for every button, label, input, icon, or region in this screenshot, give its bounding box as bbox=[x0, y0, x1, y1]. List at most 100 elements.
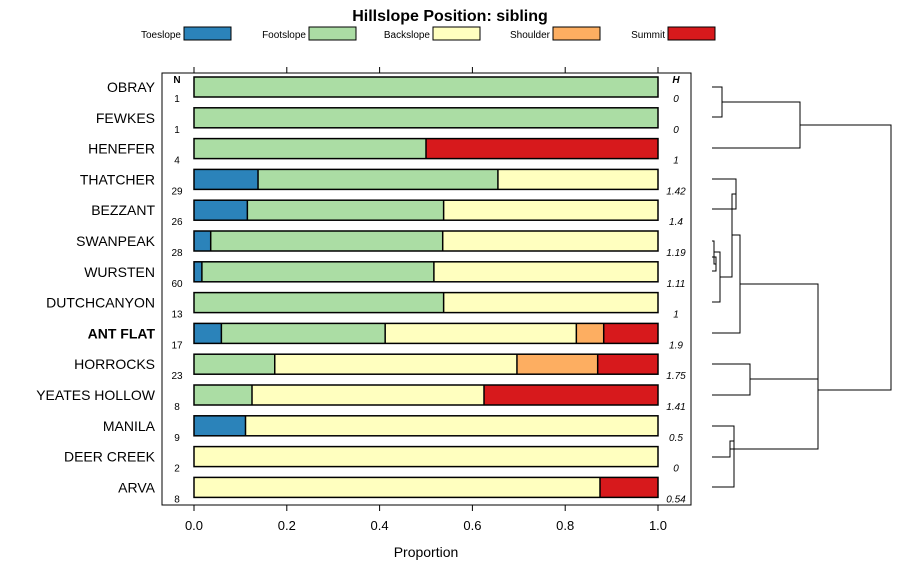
bar-segment-toeslope bbox=[194, 261, 202, 282]
bar-segment-toeslope bbox=[194, 323, 222, 344]
bar-segment-footslope bbox=[194, 77, 658, 97]
legend-label: Footslope bbox=[262, 30, 306, 41]
legend-label: Toeslope bbox=[141, 30, 181, 41]
row-h: 1 bbox=[673, 310, 679, 321]
legend-swatch bbox=[667, 26, 716, 41]
bar-outline bbox=[193, 476, 659, 499]
row-label: FEWKES bbox=[96, 110, 155, 126]
legend-swatch bbox=[308, 26, 357, 41]
chart-title: Hillslope Position: sibling bbox=[352, 8, 548, 25]
bar-outline bbox=[193, 199, 659, 221]
bar-segment-footslope bbox=[247, 200, 444, 221]
row-label: YEATES HOLLOW bbox=[36, 387, 156, 403]
row-n: 1 bbox=[174, 94, 180, 105]
bar-outline bbox=[193, 261, 659, 283]
bar-outline bbox=[193, 107, 659, 129]
legend-swatch bbox=[183, 26, 232, 41]
x-tick-label: 0.6 bbox=[463, 518, 481, 533]
row-h: 1.42 bbox=[666, 186, 686, 197]
row-h: 0 bbox=[673, 94, 679, 105]
dendrogram-branch bbox=[712, 425, 735, 488]
row-label: BEZZANT bbox=[91, 202, 155, 218]
bar-segment-shoulder bbox=[516, 354, 598, 375]
bar-segment-footslope bbox=[194, 354, 275, 375]
dendrogram-branch bbox=[740, 283, 819, 380]
bar-outline bbox=[193, 353, 659, 375]
row-h: 1.19 bbox=[666, 248, 686, 259]
row-n: 23 bbox=[171, 371, 183, 382]
bar-segment-footslope bbox=[221, 323, 386, 344]
row-h: 1 bbox=[673, 156, 679, 167]
h-header: H bbox=[672, 75, 680, 86]
bar-row: WURSTEN 60 1.11 bbox=[84, 261, 685, 290]
bar-segment-footslope bbox=[201, 261, 434, 282]
bar-row: ARVA 8 0.54 bbox=[118, 476, 686, 505]
row-label: HENEFER bbox=[88, 141, 155, 157]
legend-label: Shoulder bbox=[510, 30, 551, 41]
bar-outline bbox=[193, 291, 659, 314]
bar-outline bbox=[193, 137, 659, 160]
x-tick-label: 1.0 bbox=[649, 518, 667, 533]
plot-frame bbox=[161, 72, 692, 506]
row-n: 26 bbox=[171, 217, 183, 228]
bar-segment-toeslope bbox=[194, 415, 246, 436]
bar-outline bbox=[193, 322, 659, 345]
bar-row: BEZZANT 26 1.4 bbox=[91, 199, 683, 228]
bar-segment-backslope bbox=[245, 415, 658, 436]
dendrogram-branch bbox=[712, 234, 741, 334]
bar-row: HENEFER 4 1 bbox=[88, 137, 679, 167]
bar-segment-summit bbox=[603, 323, 658, 344]
bar-segment-backslope bbox=[442, 231, 658, 251]
x-axis-label: Proportion bbox=[394, 544, 459, 560]
bar-row: FEWKES 1 0 bbox=[96, 107, 679, 136]
row-label: MANILA bbox=[103, 418, 156, 434]
dendrogram-branch bbox=[712, 86, 723, 118]
row-n: 8 bbox=[174, 402, 180, 413]
row-label: ARVA bbox=[118, 479, 155, 495]
bar-segment-backslope bbox=[274, 354, 517, 375]
dendrogram bbox=[712, 86, 892, 488]
x-tick-label: 0.4 bbox=[371, 518, 389, 533]
axes: 0.0 0.2 0.4 0.6 0.8 1.0 bbox=[185, 67, 667, 533]
x-tick-label: 0.2 bbox=[278, 518, 296, 533]
row-label: DUTCHCANYON bbox=[46, 295, 155, 311]
bar-row: ANT FLAT 17 1.9 bbox=[88, 322, 683, 351]
row-label: ANT FLAT bbox=[88, 325, 156, 341]
bar-segment-footslope bbox=[194, 385, 252, 405]
bar-row: THATCHER 29 1.42 bbox=[80, 168, 686, 197]
bar-row: YEATES HOLLOW 8 1.41 bbox=[36, 384, 686, 413]
legend-swatch bbox=[432, 26, 481, 41]
bar-outline bbox=[193, 445, 659, 468]
dendrogram-branch bbox=[730, 331, 819, 450]
bar-segment-footslope bbox=[258, 169, 498, 190]
row-label: SWANPEAK bbox=[76, 233, 155, 249]
bar-segment-footslope bbox=[210, 231, 443, 251]
bar-row: SWANPEAK 28 1.19 bbox=[76, 230, 686, 259]
bar-segment-footslope bbox=[194, 107, 658, 128]
legend-swatch bbox=[552, 26, 601, 41]
row-h: 0 bbox=[673, 125, 679, 136]
bar-row: MANILA 9 0.5 bbox=[103, 415, 683, 444]
dendrogram-branch bbox=[800, 124, 892, 391]
bar-segment-backslope bbox=[443, 200, 658, 221]
x-tick-label: 0.8 bbox=[556, 518, 574, 533]
row-n: 8 bbox=[174, 494, 180, 505]
bar-row: DUTCHCANYON 13 1 bbox=[46, 291, 679, 321]
bar-segment-backslope bbox=[385, 323, 577, 344]
row-h: 1.9 bbox=[669, 340, 683, 351]
bar-outline bbox=[193, 384, 659, 406]
bar-row: OBRAY 1 0 bbox=[107, 76, 679, 105]
row-n: 9 bbox=[174, 433, 180, 444]
row-n: 17 bbox=[171, 340, 183, 351]
bar-outline bbox=[193, 415, 659, 437]
bar-segment-summit bbox=[484, 385, 658, 405]
row-label: OBRAY bbox=[107, 79, 156, 95]
row-label: HORROCKS bbox=[74, 356, 155, 372]
row-n: 1 bbox=[174, 125, 180, 136]
bar-segment-summit bbox=[426, 138, 658, 159]
row-h: 0.5 bbox=[669, 433, 683, 444]
row-n: 60 bbox=[171, 279, 183, 290]
bar-segment-shoulder bbox=[576, 323, 604, 344]
row-n: 29 bbox=[171, 186, 183, 197]
